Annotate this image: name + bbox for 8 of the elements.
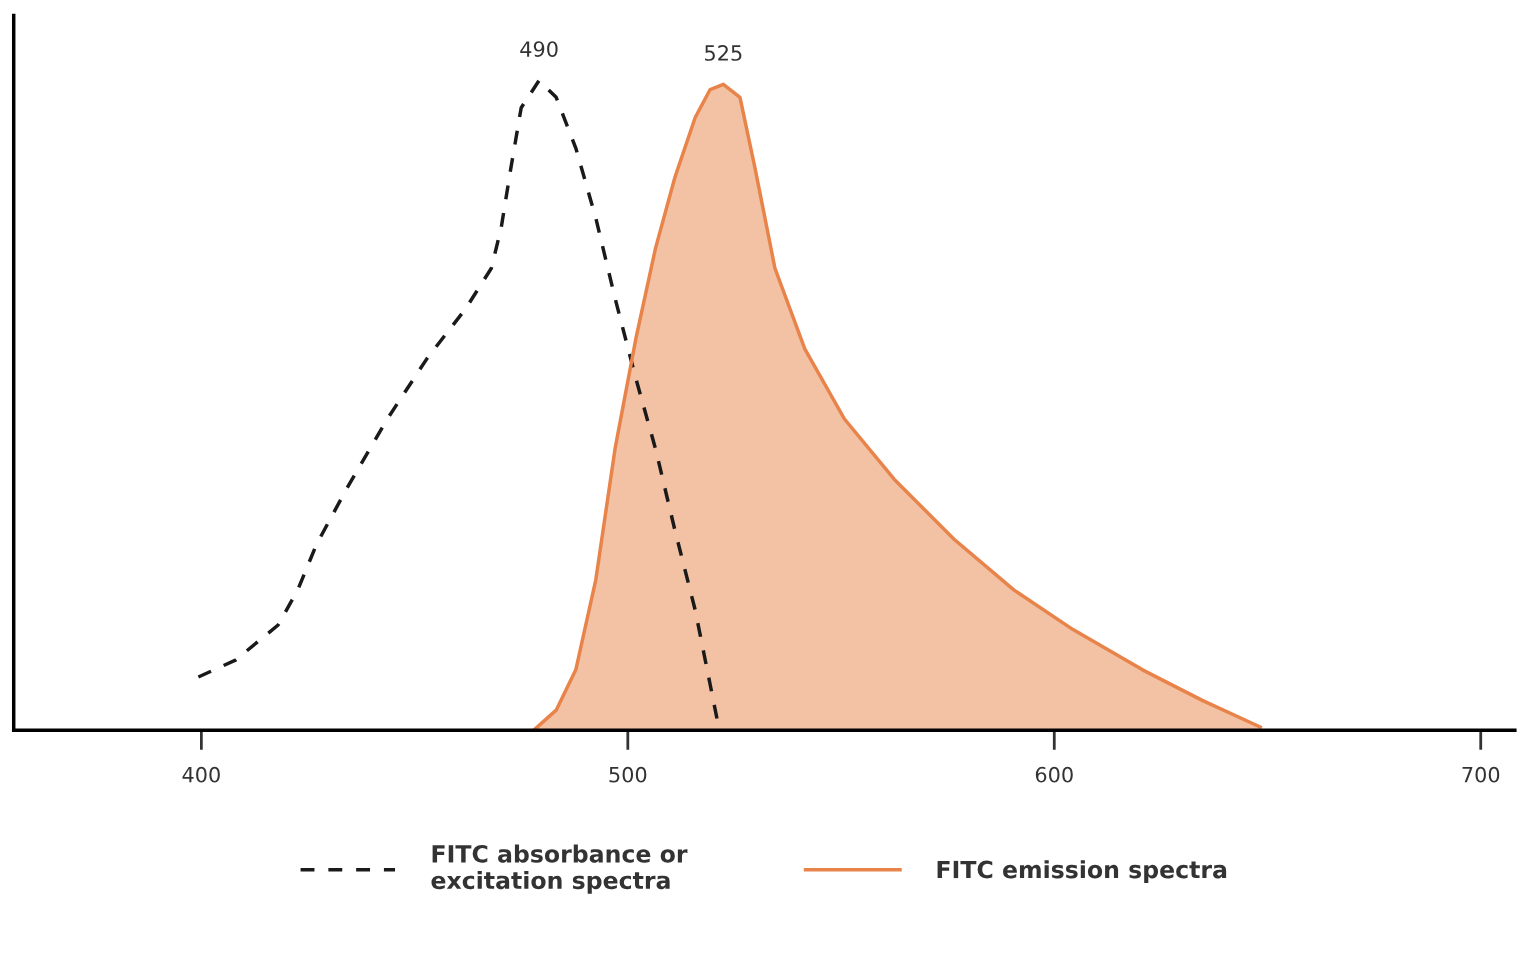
annotation: 490	[520, 41, 558, 57]
x-tick-label: 600	[1035, 766, 1073, 783]
legend-label: FITC absorbance or excitation spectra	[431, 844, 688, 894]
x-tick-label: 500	[609, 766, 647, 783]
x-tick-label: 700	[1462, 766, 1500, 783]
annotation: 525	[705, 45, 742, 61]
legend-label: FITC emission spectra	[937, 860, 1227, 883]
x-tick-label: 400	[182, 766, 220, 783]
